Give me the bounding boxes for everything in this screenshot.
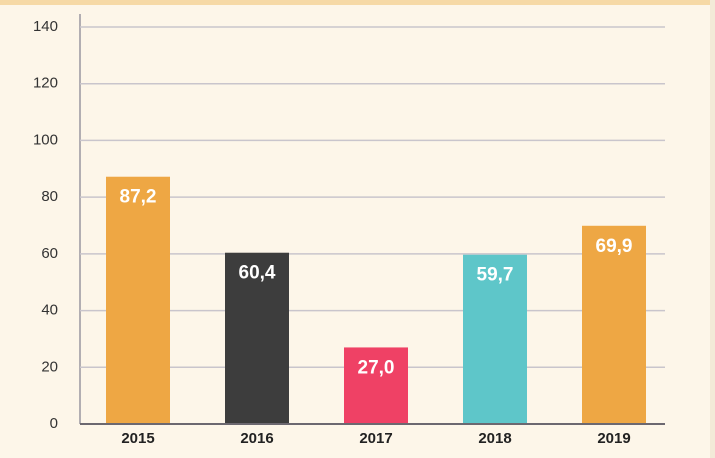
y-tick-label: 60 bbox=[41, 245, 58, 262]
bar bbox=[344, 347, 408, 424]
bar bbox=[463, 254, 527, 424]
y-tick-label: 80 bbox=[41, 188, 58, 205]
x-tick-label: 2017 bbox=[359, 430, 392, 447]
x-tick-label: 2019 bbox=[597, 430, 630, 447]
y-tick-label: 0 bbox=[50, 415, 58, 432]
bar bbox=[106, 176, 170, 424]
data-label: 59,7 bbox=[477, 265, 514, 286]
x-tick-label: 2016 bbox=[240, 430, 273, 447]
x-tick-label: 2018 bbox=[478, 430, 511, 447]
bar bbox=[582, 225, 646, 424]
y-tick-label: 120 bbox=[33, 75, 58, 92]
y-tick-label: 100 bbox=[33, 131, 58, 148]
right-border bbox=[710, 0, 715, 458]
data-label: 60,4 bbox=[239, 263, 276, 284]
x-tick-label: 2015 bbox=[121, 430, 154, 447]
y-tick-label: 140 bbox=[33, 18, 58, 35]
top-border bbox=[0, 0, 715, 5]
y-tick-label: 20 bbox=[41, 358, 58, 375]
y-tick-label: 40 bbox=[41, 302, 58, 319]
bar bbox=[225, 252, 289, 424]
data-label: 27,0 bbox=[358, 357, 395, 378]
data-label: 69,9 bbox=[596, 236, 633, 257]
data-label: 87,2 bbox=[120, 187, 157, 208]
